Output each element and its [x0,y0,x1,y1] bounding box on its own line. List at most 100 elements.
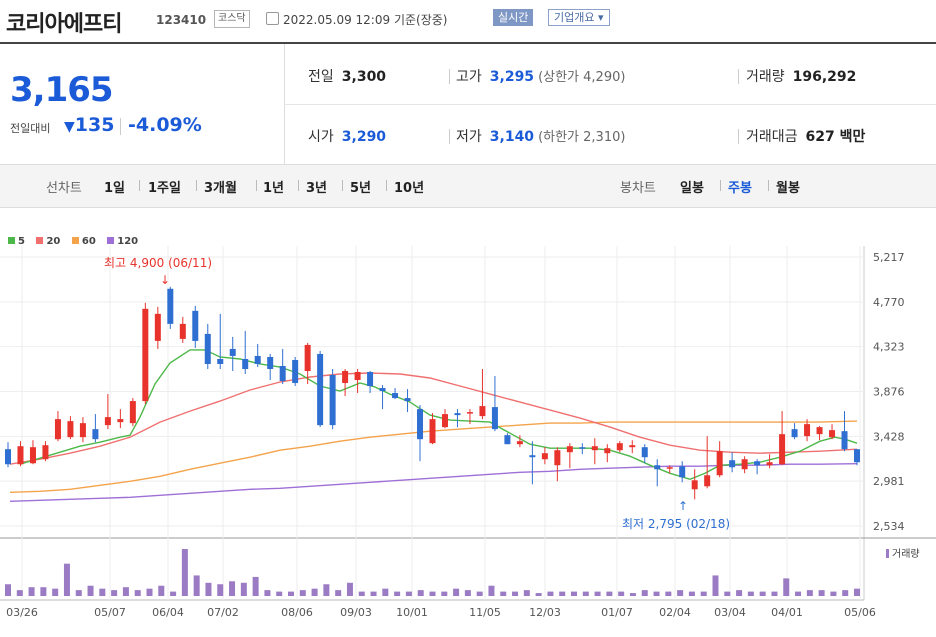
volume-bar [111,590,118,596]
candle-body [392,393,399,399]
candle-body [92,429,99,440]
volume-bar [629,593,636,596]
x-tick-label: 04/01 [771,606,803,619]
volume-bar [394,591,401,596]
candle-body [654,465,661,470]
candle-body [554,450,561,466]
period-5y[interactable]: 5년 [350,181,372,196]
company-info-button[interactable]: 기업개요 ▾ [548,9,610,26]
volume-bar [358,591,365,596]
candle-body [167,288,174,324]
volume-bar [217,584,224,596]
volume-bar [736,590,743,596]
up-arrow-icon: ↑ [678,499,688,513]
candle-body [504,435,511,445]
divider [449,69,450,84]
candle-body [829,430,836,438]
candle-body [616,443,623,451]
volume-bar [417,590,424,596]
candle-monthly[interactable]: 월봉 [776,181,800,196]
candle-body [292,359,299,384]
candle-body [779,434,786,465]
volume-bar [594,591,601,596]
x-tick-label: 07/02 [207,606,239,619]
divider [120,118,121,135]
volume-bar [87,585,94,596]
volume-bar [547,591,554,596]
stock-header: 코리아에프티 123410 코스닥 2022.05.09 12:09 기준(장중… [0,0,936,44]
volume-bar [99,588,106,596]
volume-bar [323,584,330,596]
volume-bar [559,591,566,596]
candle-body [704,475,711,487]
volume-bar [783,578,790,596]
candle-body [766,462,773,466]
candle-body [204,333,211,364]
down-arrow-icon: ▼ [64,119,75,135]
ma-legend: 5 20 60 120 [8,236,146,247]
y-tick-label: 5,217 [873,251,905,264]
y-tick-label: 3,876 [873,386,905,399]
volume-bar [700,591,707,596]
y-tick-label: 3,428 [873,430,905,443]
candle-body [754,461,761,466]
period-1d[interactable]: 1일 [104,181,126,196]
volume-bar [311,588,318,596]
volume-bar [276,591,283,596]
volume-bar [606,591,613,596]
volume-bar [158,585,165,596]
volume-bar [830,591,837,596]
x-tick-label: 03/04 [714,606,746,619]
volume-bar [618,591,625,596]
divider [298,180,299,191]
high-annotation: 최고 4,900 (06/11) [104,256,212,270]
volume-label: 거래량 [892,548,920,560]
realtime-button[interactable]: 실시간 [493,9,534,26]
divider [386,180,387,191]
trade-value-stat: 거래대금 627 백만 [746,129,866,145]
candle-body [254,355,261,364]
divider [196,180,197,191]
candle-body [129,401,136,424]
volume-bar [240,582,247,596]
volume-bar [535,593,542,596]
candle-body [491,407,498,430]
volume-bar [464,590,471,596]
change-label: 전일대비 [10,122,51,135]
volume-bar [571,591,577,596]
candle-body [104,417,111,426]
volume-bar [641,590,648,596]
period-1w[interactable]: 1주일 [148,181,181,196]
prev-close: 전일 3,300 [308,69,387,85]
volume-bar [193,575,200,596]
candle-body [691,480,698,490]
candle-body [729,460,736,468]
x-tick-label: 11/05 [469,606,501,619]
legend-ma5: 5 [8,236,25,247]
x-tick-label: 09/03 [340,606,372,619]
volume-bar [854,588,860,596]
candle-body [716,451,723,476]
period-3m[interactable]: 3개월 [204,181,237,196]
legend-ma120: 120 [107,236,138,247]
volume-bar [453,588,460,596]
candle-body [441,414,448,428]
candle-body [17,446,24,465]
current-price: 3,165 [10,70,114,110]
candle-body [854,449,860,463]
candle-body [54,419,61,440]
candle-body [354,371,361,381]
period-10y[interactable]: 10년 [394,181,425,196]
period-1y[interactable]: 1년 [263,181,285,196]
volume-bar [488,585,495,596]
low-annotation: 최저 2,795 (02/18) [622,517,730,531]
line-chart-label: 선차트 [46,181,82,196]
candle-body [816,427,823,435]
candle-daily[interactable]: 일봉 [680,181,704,196]
candle-body [566,446,573,453]
period-3y[interactable]: 3년 [306,181,328,196]
candle-weekly[interactable]: 주봉 [728,181,752,196]
volume-bar [405,591,412,596]
calendar-icon [266,12,279,25]
candle-body [329,375,336,426]
